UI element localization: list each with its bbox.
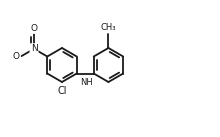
Text: N: N — [31, 44, 37, 53]
Text: O: O — [13, 52, 20, 61]
Text: O: O — [31, 24, 38, 33]
Text: Cl: Cl — [57, 85, 67, 95]
Text: NH: NH — [80, 78, 93, 87]
Text: CH₃: CH₃ — [101, 23, 116, 32]
